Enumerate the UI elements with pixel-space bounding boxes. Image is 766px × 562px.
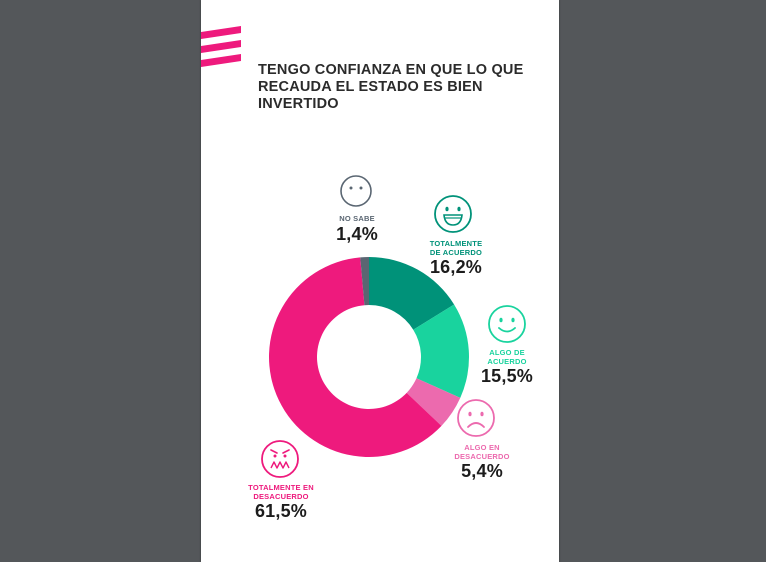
donut-chart	[269, 257, 469, 457]
frowning-face-icon	[457, 399, 495, 437]
label-totalmente-desacuerdo-text: TOTALMENTE EN DESACUERDO	[237, 483, 325, 501]
title-line: INVERTIDO	[258, 96, 339, 112]
label-algo-desacuerdo-text: ALGO EN DESACUERDO	[445, 443, 519, 461]
brand-logo-icon	[201, 26, 241, 67]
label-totalmente-acuerdo-value: 16,2%	[429, 257, 483, 277]
slice-algo-en-desacuerdo	[406, 378, 461, 426]
title-line: TENGO CONFIANZA EN QUE LO QUE	[258, 62, 524, 78]
document-page: TENGO CONFIANZA EN QUE LO QUE RECAUDA EL…	[201, 0, 559, 562]
label-line: DE ACUERDO	[429, 247, 483, 257]
slice-totalmente-de-acuerdo	[369, 257, 455, 330]
slice-totalmente-en-desacuerdo	[269, 257, 442, 457]
label-line: NO SABE	[339, 214, 375, 223]
label-line: ACUERDO	[487, 356, 527, 366]
label-line: TOTALMENTE EN	[248, 483, 314, 492]
label-algo-acuerdo-value: 15,5%	[480, 366, 534, 386]
label-totalmente-acuerdo-text: TOTALMENTE DE ACUERDO	[419, 239, 493, 257]
label-algo-acuerdo: ALGO DE ACUERDO 15,5%	[473, 348, 541, 386]
label-no-sabe: NO SABE 1,4%	[327, 214, 387, 244]
label-totalmente-desacuerdo: TOTALMENTE EN DESACUERDO 61,5%	[237, 483, 325, 521]
angry-face-icon	[261, 440, 299, 478]
label-line: ALGO DE	[489, 348, 525, 357]
slice-no-sabe	[360, 257, 369, 306]
label-line: DESACUERDO	[454, 451, 510, 461]
label-algo-acuerdo-text: ALGO DE ACUERDO	[473, 348, 541, 366]
label-no-sabe-text: NO SABE	[327, 214, 387, 224]
label-no-sabe-value: 1,4%	[336, 223, 378, 244]
title-line: RECAUDA EL ESTADO ES BIEN	[258, 79, 483, 95]
very-happy-face-icon	[434, 195, 472, 233]
slice-algo-de-acuerdo	[413, 304, 469, 398]
label-algo-desacuerdo-value: 5,4%	[461, 461, 503, 481]
label-totalmente-acuerdo: TOTALMENTE DE ACUERDO 16,2%	[419, 239, 493, 277]
label-line: TOTALMENTE	[429, 239, 483, 248]
neutral-face-icon	[340, 175, 372, 207]
label-algo-desacuerdo: ALGO EN DESACUERDO 5,4%	[445, 443, 519, 481]
label-line: DESACUERDO	[253, 491, 309, 501]
label-totalmente-desacuerdo-value: 61,5%	[254, 501, 308, 521]
smiling-face-icon	[488, 305, 526, 343]
label-line: ALGO EN	[464, 443, 500, 452]
chart-title: TENGO CONFIANZA EN QUE LO QUE RECAUDA EL…	[258, 62, 548, 113]
